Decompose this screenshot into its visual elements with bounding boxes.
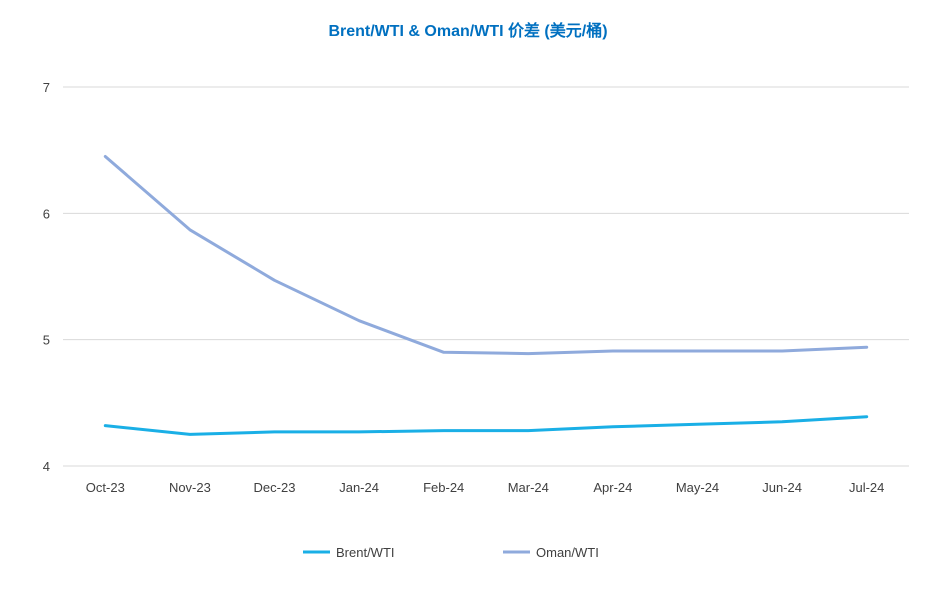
y-tick-label-6: 6 (43, 206, 50, 221)
chart-title: Brent/WTI & Oman/WTI 价差 (美元/桶) (328, 21, 607, 40)
x-tick-label-dec-23: Dec-23 (254, 480, 296, 495)
x-tick-label-may-24: May-24 (676, 480, 719, 495)
x-tick-label-nov-23: Nov-23 (169, 480, 211, 495)
series-line-oman-wti (103, 155, 869, 356)
legend: Brent/WTI Oman/WTI (303, 545, 599, 560)
series-lines (103, 155, 869, 436)
legend-label-brent-wti: Brent/WTI (336, 545, 395, 560)
legend-label-oman-wti: Oman/WTI (536, 545, 599, 560)
x-tick-label-oct-23: Oct-23 (86, 480, 125, 495)
x-axis-tick-labels: Oct-23 Nov-23 Dec-23 Jan-24 Feb-24 Mar-24 Apr-… (86, 480, 885, 495)
y-tick-label-7: 7 (43, 80, 50, 95)
series-line-brent-wti (103, 415, 869, 436)
y-tick-label-4: 4 (43, 459, 50, 474)
x-tick-label-mar-24: Mar-24 (508, 480, 549, 495)
y-tick-label-5: 5 (43, 333, 50, 348)
x-tick-label-jun-24: Jun-24 (762, 480, 802, 495)
x-tick-label-jan-24: Jan-24 (339, 480, 379, 495)
y-axis-tick-labels: 4 5 6 7 (43, 80, 50, 474)
x-tick-label-feb-24: Feb-24 (423, 480, 464, 495)
x-tick-label-jul-24: Jul-24 (849, 480, 884, 495)
x-tick-label-apr-24: Apr-24 (593, 480, 632, 495)
gridlines (63, 86, 909, 467)
